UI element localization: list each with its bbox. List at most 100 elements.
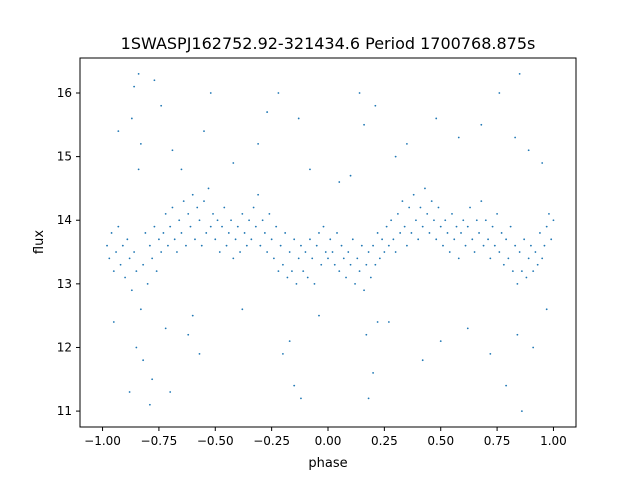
data-points: [106, 73, 555, 412]
data-point: [245, 244, 248, 247]
data-point: [426, 212, 429, 215]
data-point: [516, 282, 519, 285]
data-point: [160, 104, 163, 107]
data-point: [297, 117, 300, 120]
data-point: [198, 219, 201, 222]
data-point: [480, 200, 483, 203]
data-point: [374, 263, 377, 266]
data-point: [257, 193, 260, 196]
data-point: [462, 219, 465, 222]
data-point: [536, 263, 539, 266]
x-tick-label: 0.00: [315, 434, 342, 448]
data-point: [243, 232, 246, 234]
data-point: [489, 352, 492, 355]
data-point: [187, 212, 190, 215]
data-point: [203, 200, 205, 203]
data-point: [480, 123, 483, 126]
data-point: [363, 289, 365, 292]
data-point: [164, 327, 167, 330]
data-point: [356, 257, 359, 260]
data-point: [291, 270, 293, 273]
data-point: [169, 391, 172, 393]
data-point: [487, 238, 489, 241]
data-point: [135, 270, 138, 273]
data-point: [460, 232, 462, 234]
data-point: [471, 238, 474, 241]
data-point: [196, 206, 199, 209]
data-point: [300, 397, 302, 400]
data-point: [200, 244, 203, 247]
data-point: [448, 251, 451, 253]
data-point: [415, 219, 417, 222]
data-point: [117, 130, 120, 133]
x-tick-label: −1.00: [84, 434, 121, 448]
data-point: [527, 257, 530, 260]
data-point: [534, 251, 537, 253]
data-point: [451, 212, 453, 215]
data-point: [378, 257, 381, 260]
data-point: [282, 263, 284, 266]
data-point: [241, 308, 244, 311]
data-point: [277, 92, 280, 94]
data-point: [142, 263, 145, 266]
data-point: [171, 149, 174, 152]
data-point: [144, 232, 147, 234]
data-point: [106, 244, 108, 247]
data-point: [185, 244, 187, 247]
data-point: [207, 187, 210, 190]
data-point: [148, 244, 151, 247]
data-point: [543, 244, 546, 247]
data-point: [153, 79, 156, 82]
data-point: [261, 219, 264, 222]
data-point: [406, 142, 408, 145]
x-axis-label: phase: [308, 456, 347, 471]
data-point: [313, 282, 316, 285]
data-point: [532, 270, 535, 273]
data-point: [340, 244, 343, 247]
y-tick-label: 15: [57, 150, 72, 164]
data-point: [430, 200, 433, 203]
data-point: [176, 251, 178, 253]
data-point: [387, 244, 390, 247]
data-point: [545, 308, 548, 311]
data-point: [254, 225, 257, 228]
data-point: [309, 238, 311, 241]
data-point: [406, 244, 408, 247]
data-point: [530, 244, 532, 247]
x-tick-label: 0.75: [484, 434, 511, 448]
data-point: [214, 238, 217, 241]
data-point: [160, 251, 163, 253]
data-point: [403, 225, 406, 228]
x-tick-label: 0.25: [371, 434, 398, 448]
data-point: [189, 225, 192, 228]
data-point: [435, 117, 438, 120]
data-point: [277, 270, 280, 273]
data-point: [198, 352, 201, 355]
data-point: [302, 270, 305, 273]
data-point: [169, 225, 172, 228]
data-point: [133, 85, 136, 88]
data-point: [390, 219, 393, 222]
data-point: [367, 251, 370, 253]
data-point: [135, 346, 138, 349]
data-point: [137, 168, 140, 171]
data-point: [401, 200, 404, 203]
data-point: [478, 232, 480, 234]
data-point: [133, 251, 136, 253]
data-point: [178, 219, 181, 222]
data-point: [394, 155, 397, 158]
data-point: [205, 232, 208, 234]
data-point: [484, 219, 487, 222]
data-point: [358, 92, 361, 94]
data-point: [421, 359, 424, 362]
data-point: [151, 378, 154, 381]
data-point: [392, 238, 395, 241]
data-point: [505, 384, 508, 387]
data-point: [203, 130, 205, 133]
data-point: [115, 251, 117, 253]
data-point: [117, 225, 120, 228]
plot-area-frame: [79, 57, 577, 428]
x-axis-ticks: −1.00 −0.75 −0.50 −0.25 0.00 0.25 0.50 0.75 1.00: [84, 427, 567, 448]
data-point: [367, 397, 370, 400]
data-point: [376, 321, 379, 323]
